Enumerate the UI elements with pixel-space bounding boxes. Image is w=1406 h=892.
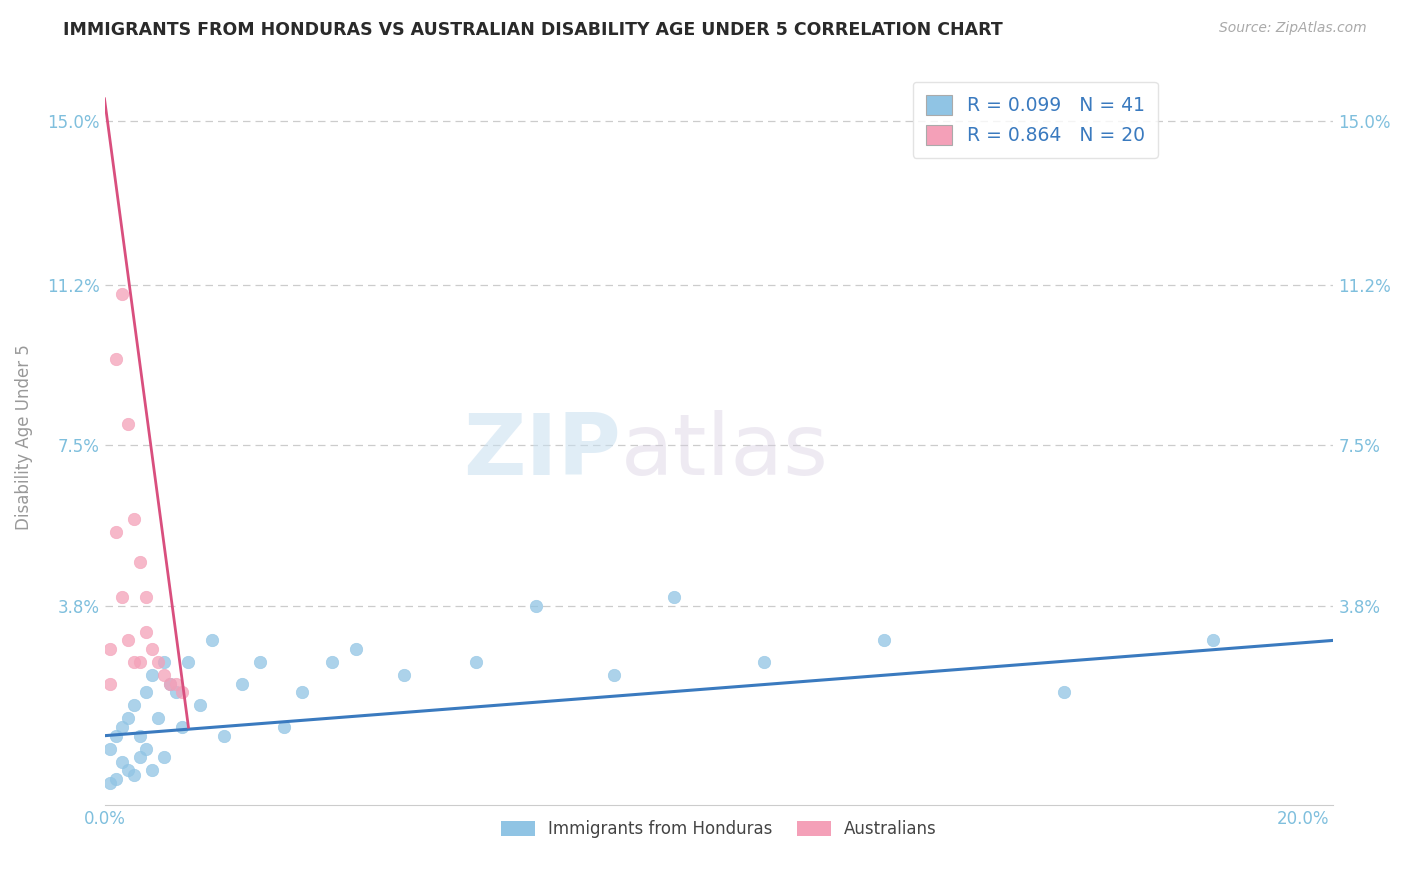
Point	[165, 676, 187, 690]
Point	[117, 711, 139, 725]
Y-axis label: Disability Age Under 5: Disability Age Under 5	[15, 343, 32, 530]
Point	[148, 711, 170, 725]
Point	[394, 668, 416, 682]
Point	[291, 685, 314, 699]
Point	[111, 590, 134, 604]
Point	[129, 729, 152, 743]
Point	[135, 685, 157, 699]
Point	[524, 599, 547, 613]
Point	[117, 633, 139, 648]
Point	[135, 624, 157, 639]
Point	[111, 755, 134, 769]
Point	[177, 655, 200, 669]
Point	[135, 590, 157, 604]
Point	[100, 776, 122, 790]
Point	[141, 764, 163, 778]
Point	[153, 668, 176, 682]
Text: ZIP: ZIP	[463, 410, 620, 493]
Point	[321, 655, 343, 669]
Point	[135, 741, 157, 756]
Point	[124, 655, 146, 669]
Point	[117, 764, 139, 778]
Point	[153, 655, 176, 669]
Point	[129, 655, 152, 669]
Point	[105, 351, 128, 366]
Point	[344, 642, 367, 657]
Text: Source: ZipAtlas.com: Source: ZipAtlas.com	[1219, 21, 1367, 36]
Text: atlas: atlas	[620, 410, 828, 493]
Point	[172, 685, 194, 699]
Point	[129, 555, 152, 569]
Point	[111, 720, 134, 734]
Legend: Immigrants from Honduras, Australians: Immigrants from Honduras, Australians	[495, 814, 943, 845]
Point	[214, 729, 236, 743]
Point	[190, 698, 212, 713]
Point	[129, 750, 152, 764]
Point	[465, 655, 488, 669]
Point	[100, 741, 122, 756]
Point	[165, 685, 187, 699]
Point	[141, 668, 163, 682]
Point	[111, 286, 134, 301]
Point	[231, 676, 253, 690]
Point	[141, 642, 163, 657]
Point	[159, 676, 181, 690]
Point	[201, 633, 224, 648]
Text: IMMIGRANTS FROM HONDURAS VS AUSTRALIAN DISABILITY AGE UNDER 5 CORRELATION CHART: IMMIGRANTS FROM HONDURAS VS AUSTRALIAN D…	[63, 21, 1002, 39]
Point	[105, 729, 128, 743]
Point	[873, 633, 896, 648]
Point	[100, 676, 122, 690]
Point	[148, 655, 170, 669]
Point	[105, 772, 128, 786]
Point	[100, 642, 122, 657]
Point	[124, 767, 146, 781]
Point	[752, 655, 775, 669]
Point	[117, 417, 139, 431]
Point	[662, 590, 685, 604]
Point	[172, 720, 194, 734]
Point	[273, 720, 295, 734]
Point	[1052, 685, 1074, 699]
Point	[603, 668, 626, 682]
Point	[153, 750, 176, 764]
Point	[124, 698, 146, 713]
Point	[1202, 633, 1225, 648]
Point	[105, 524, 128, 539]
Point	[249, 655, 271, 669]
Point	[124, 512, 146, 526]
Point	[159, 676, 181, 690]
